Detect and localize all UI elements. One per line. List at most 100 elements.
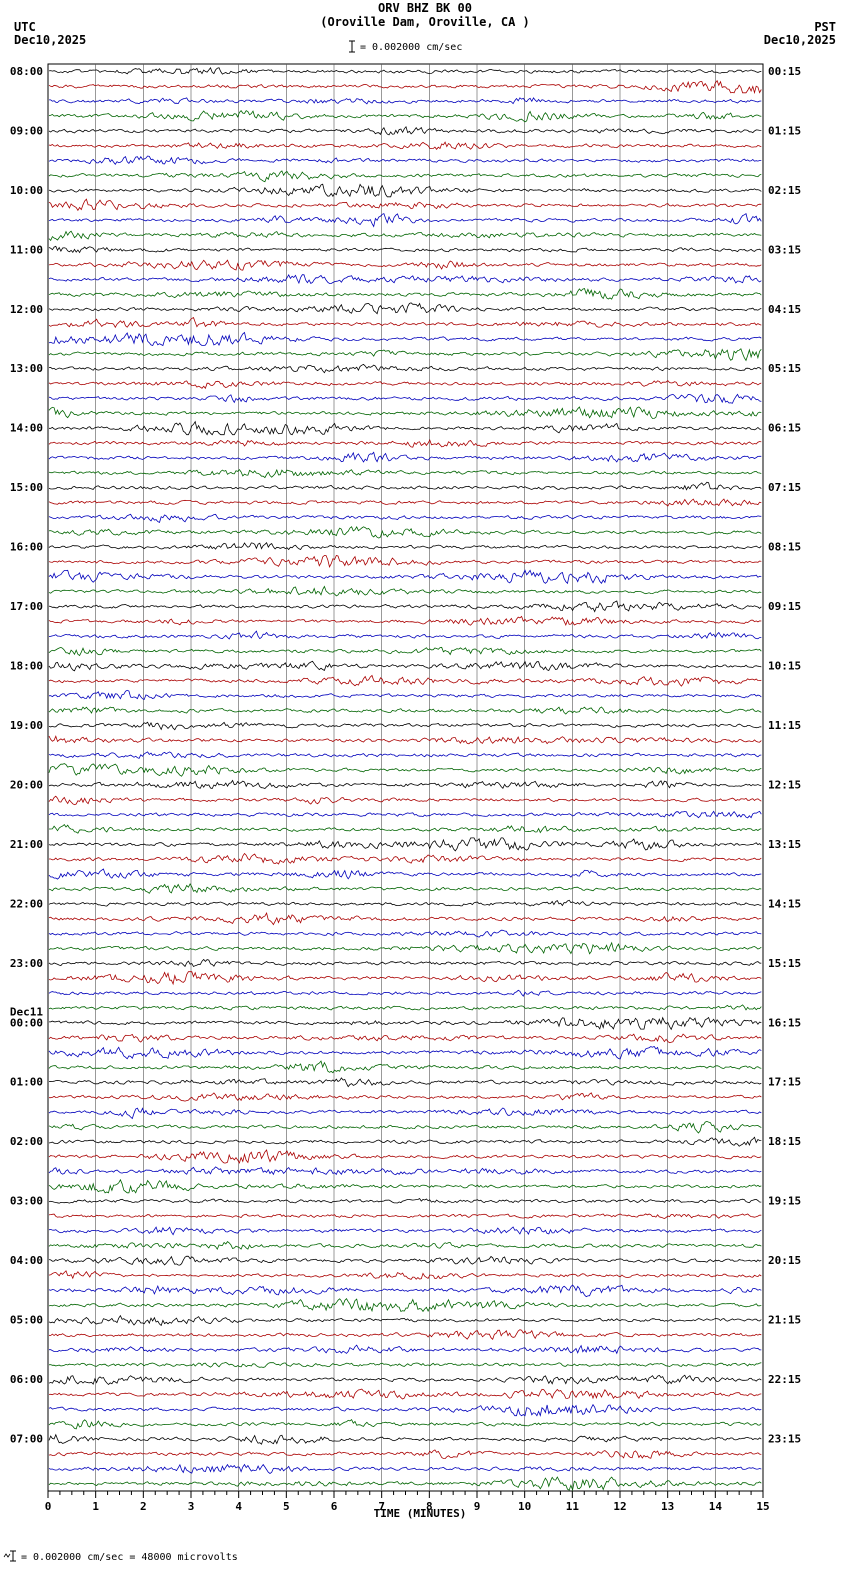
x-tick-label: 5 <box>283 1500 290 1513</box>
scale-text: = 0.002000 cm/sec <box>360 42 462 53</box>
utc-hour-label: 22:00 <box>10 897 43 910</box>
seismogram-trace-row-44 <box>48 721 762 731</box>
pst-hour-label: 02:15 <box>768 184 801 197</box>
right-timezone-label: PST <box>814 20 836 34</box>
traces <box>48 66 762 1492</box>
seismogram-trace-row-53 <box>49 852 762 865</box>
seismogram-trace-row-25 <box>48 439 762 448</box>
utc-hour-label: 08:00 <box>10 65 43 78</box>
seismogram-trace-row-55 <box>48 883 762 894</box>
seismogram-trace-row-32 <box>48 541 762 551</box>
seismogram-trace-row-56 <box>48 899 762 907</box>
x-tick-label: 9 <box>474 1500 481 1513</box>
seismogram-trace-row-74 <box>48 1166 762 1176</box>
x-tick-label: 7 <box>378 1500 385 1513</box>
utc-hour-label: 15:00 <box>10 481 43 494</box>
seismogram-trace-row-34 <box>48 569 762 585</box>
x-axis: 0 1 2 3 4 5 6 7 8 9 10 11 12 13 14 15 <box>45 1491 770 1513</box>
pst-hour-label: 00:15 <box>768 65 801 78</box>
seismogram-trace-row-49 <box>48 795 762 806</box>
utc-hour-label: 00:00 <box>10 1016 43 1029</box>
utc-hour-label: 14:00 <box>10 422 43 435</box>
seismogram-trace-row-60 <box>48 958 762 968</box>
seismogram-trace-row-73 <box>48 1149 762 1164</box>
seismogram-trace-row-46 <box>48 751 762 759</box>
pst-hour-label: 06:15 <box>768 422 801 435</box>
seismogram-trace-row-45 <box>48 735 762 745</box>
seismogram-trace-row-5 <box>48 141 762 150</box>
seismogram-trace-row-90 <box>48 1403 762 1417</box>
pst-hour-label: 04:15 <box>768 303 801 316</box>
seismogram-trace-row-38 <box>48 630 762 640</box>
x-tick-label: 4 <box>235 1500 242 1513</box>
page-title: ORV BHZ BK 00 <box>378 1 472 15</box>
x-tick-label: 14 <box>709 1500 723 1513</box>
pst-hour-label: 03:15 <box>768 243 801 256</box>
seismogram-trace-row-82 <box>48 1284 762 1298</box>
utc-hour-label: 23:00 <box>10 957 43 970</box>
seismogram-trace-row-91 <box>48 1418 762 1430</box>
seismogram-trace-row-77 <box>48 1213 762 1220</box>
seismogram-trace-row-80 <box>48 1255 762 1266</box>
seismogram-trace-row-66 <box>48 1046 762 1060</box>
seismogram-trace-row-24 <box>48 420 762 436</box>
seismogram-trace-row-20 <box>48 363 762 374</box>
seismogram-trace-row-68 <box>48 1077 762 1088</box>
pst-hour-label: 14:15 <box>768 897 801 910</box>
seismogram-trace-row-37 <box>48 615 762 626</box>
seismogram-trace-row-57 <box>48 912 762 926</box>
pst-hour-label: 07:15 <box>768 481 801 494</box>
seismogram-trace-row-14 <box>48 274 762 285</box>
seismogram-trace-row-36 <box>48 600 762 613</box>
seismogram-trace-row-16 <box>48 302 762 315</box>
utc-hour-label: 20:00 <box>10 778 43 791</box>
seismogram-trace-row-65 <box>48 1033 762 1044</box>
seismogram-trace-row-69 <box>49 1092 762 1102</box>
seismogram-trace-row-28 <box>48 481 762 491</box>
pst-hour-label: 09:15 <box>768 600 801 613</box>
seismogram-trace-row-9 <box>48 198 762 212</box>
utc-hour-label: 17:00 <box>10 600 43 613</box>
seismogram-trace-row-61 <box>48 971 762 986</box>
scale-bar-icon <box>349 40 355 53</box>
seismogram-trace-row-17 <box>48 317 762 329</box>
pst-hour-labels: 00:15 01:15 02:15 03:15 04:15 05:15 06:15 07:15… <box>768 65 801 1446</box>
seismogram-trace-row-81 <box>48 1270 762 1280</box>
seismogram-trace-row-86 <box>48 1344 762 1355</box>
utc-hour-label: 21:00 <box>10 838 43 851</box>
seismogram-trace-row-4 <box>48 125 762 136</box>
seismogram-trace-row-13 <box>48 259 762 271</box>
seismogram-trace-row-78 <box>48 1226 762 1236</box>
calibration-icon <box>3 1550 16 1562</box>
x-tick-label: 12 <box>613 1500 626 1513</box>
utc-hour-labels: 08:00 09:00 10:00 11:00 12:00 13:00 14:00 15:00… <box>10 65 43 1446</box>
seismogram-trace-row-50 <box>48 810 762 819</box>
seismogram-trace-row-95 <box>48 1476 762 1492</box>
seismogram-trace-row-21 <box>48 380 762 390</box>
utc-hour-label: 06:00 <box>10 1373 43 1386</box>
utc-hour-label: 19:00 <box>10 719 43 732</box>
seismogram-trace-row-19 <box>48 348 762 362</box>
pst-hour-label: 12:15 <box>768 778 801 791</box>
seismogram-trace-row-12 <box>48 245 762 254</box>
seismogram-trace-row-1 <box>48 79 762 95</box>
seismogram-trace-row-33 <box>48 555 762 569</box>
utc-hour-label: 10:00 <box>10 184 43 197</box>
pst-hour-label: 11:15 <box>768 719 801 732</box>
pst-hour-label: 15:15 <box>768 957 801 970</box>
seismogram-trace-row-70 <box>48 1107 762 1120</box>
seismogram-trace-row-29 <box>48 498 762 507</box>
seismogram-trace-row-23 <box>48 406 762 419</box>
pst-hour-label: 17:15 <box>768 1076 801 1089</box>
grid <box>47 63 764 1492</box>
utc-hour-label: 05:00 <box>10 1314 43 1327</box>
utc-hour-label: 13:00 <box>10 362 43 375</box>
seismogram-trace-row-92 <box>48 1433 762 1445</box>
seismogram-trace-row-35 <box>48 585 762 597</box>
seismogram-trace-row-27 <box>48 468 762 479</box>
seismogram-trace-row-6 <box>48 155 762 165</box>
pst-hour-label: 01:15 <box>768 124 801 137</box>
seismogram-trace-row-18 <box>48 331 762 347</box>
